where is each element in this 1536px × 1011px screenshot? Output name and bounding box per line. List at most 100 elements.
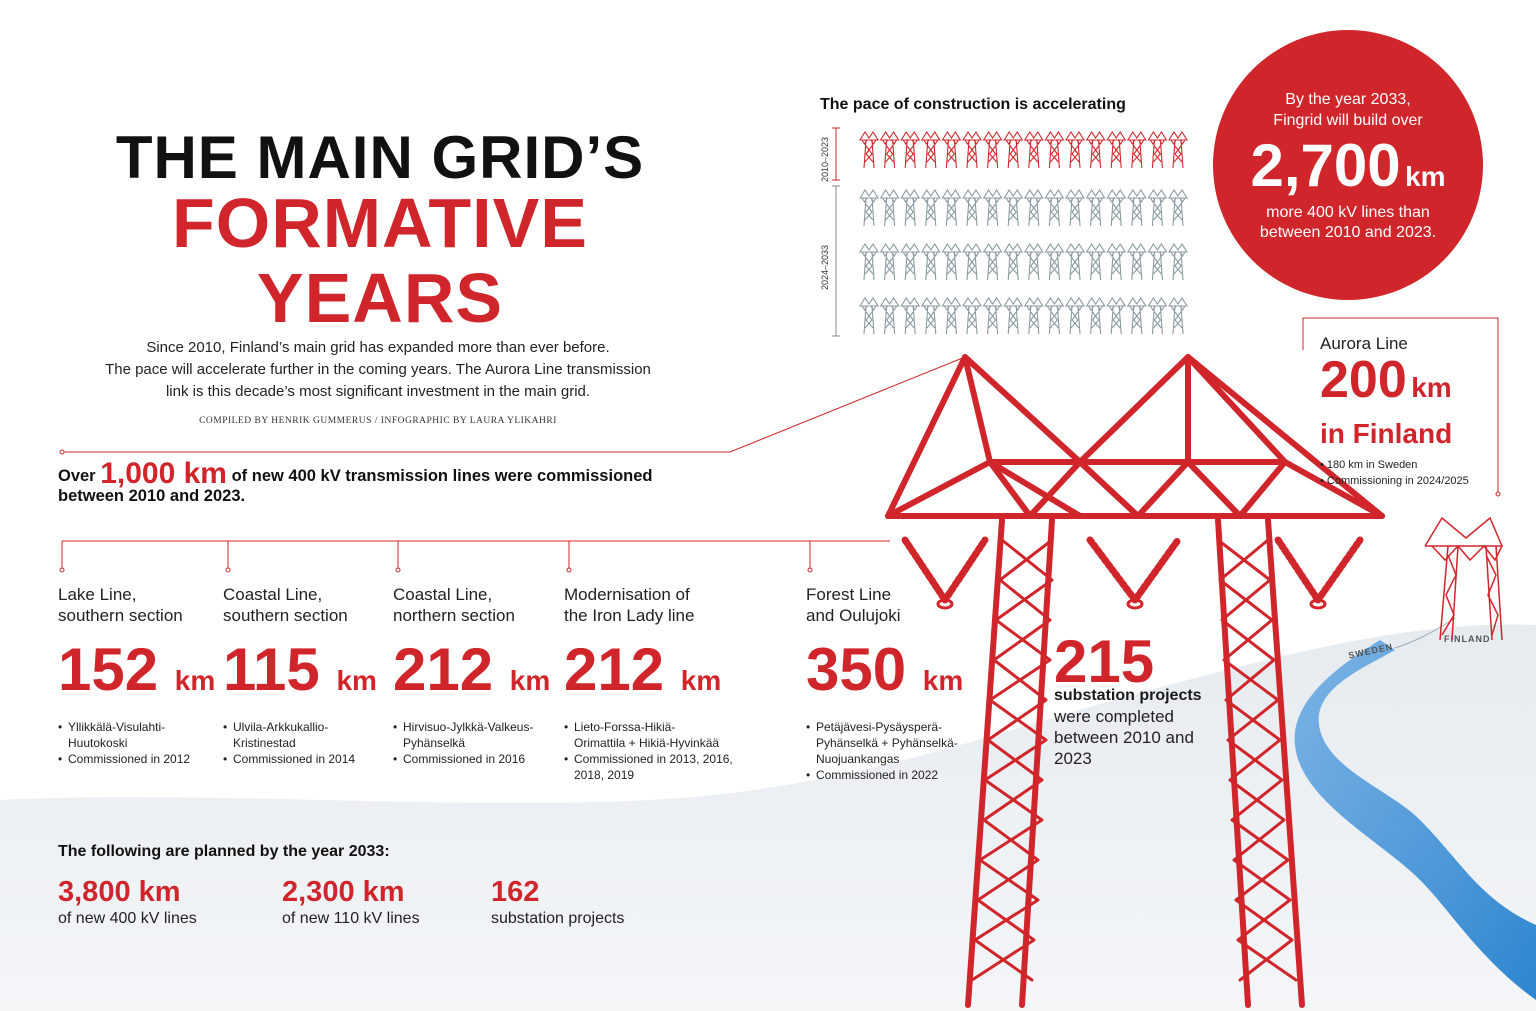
tower-pictogram [982,296,1003,335]
title-line-2: FORMATIVE [171,184,588,262]
transmission-tower-small [1424,516,1504,641]
tower-pictogram [1147,130,1168,169]
aurora-where: in Finland [1320,418,1453,449]
project-detail: Commissioned in 2016 [393,751,563,767]
tower-pictogram [879,130,900,169]
tower-pictogram [859,130,879,169]
tower-pictogram [1126,130,1147,169]
tower-pictogram [1147,188,1168,227]
planned-desc: substation projects [491,910,625,927]
project-detail: Lieto-Forssa-Hikiä-Orimattila + Hikiä-Hy… [564,719,744,751]
planned-desc: of new 400 kV lines [58,910,197,927]
circle-value: 2,700 km [1212,134,1484,214]
substations-desc-line: between 2010 and [1054,728,1194,747]
planned-item: 3,800 km of new 400 kV lines [58,874,197,928]
planned-value: 2,300 km [282,876,405,908]
tower-pictogram [1126,296,1147,335]
aurora-bullets: • 180 km in Sweden • Commissioning in 20… [1320,457,1469,489]
river [1294,640,1536,1000]
tower-pictogram [962,188,982,227]
tower-pictogram [900,130,921,169]
project-name: Forest Line and Oulujoki [806,585,901,625]
project-detail: Yllikkälä-Visulahti-Huutokoski [58,719,228,751]
tower-pictogram [920,130,941,169]
project-coastal-north: Coastal Line,northern section 212 km Hir… [393,584,563,767]
tower-pictogram [962,296,982,335]
tower-pictogram [900,242,921,281]
circle-line-4: between 2010 and 2023. [1259,224,1437,241]
project-detail: Hirvisuo-Jylkkä-Valkeus-Pyhänselkä [393,719,563,751]
tower-pictogram [1044,296,1065,335]
period-label-2010-2023: 2010–2023 [820,136,830,182]
tower-pictogram [1085,130,1106,169]
tower-pictogram [962,242,982,281]
tower-pictogram [1044,242,1065,281]
project-name: Coastal Line, southern section [223,585,348,625]
substations-label: substation projects [1054,687,1202,704]
tower-pictogram [879,242,900,281]
connector-lines [59,317,1501,573]
pace-tower-icons [859,130,1188,335]
tower-pictogram [1085,188,1106,227]
substations-desc-line: were completed [1054,707,1175,726]
tower-pictogram [941,130,962,169]
aurora-value-unit: km [1411,372,1452,403]
substations-block: 215 substation projects were completed b… [1054,628,1202,769]
over-line-2: between 2010 and 2023. [58,487,246,505]
tower-pictogram [859,242,879,281]
project-details: Ulvila-Arkkukallio-Kristinestad Commissi… [223,719,393,767]
project-length: 152 km [58,636,216,703]
aurora-bullet-text: 180 km in Sweden [1326,459,1418,471]
project-name: Coastal Line, northern section [393,585,515,625]
pace-title: The pace of construction is accelerating [820,96,1126,113]
tower-pictogram [1168,296,1188,335]
substations-desc-line: 2023 [1054,749,1092,768]
intro-line: link is this decade’s most significant i… [165,383,591,400]
planned-desc: of new 110 kV lines [282,910,420,927]
intro-text: Since 2010, Finland’s main grid has expa… [100,337,656,403]
project-detail: Commissioned in 2014 [223,751,393,767]
transmission-tower-large [885,354,1385,1008]
tower-pictogram [1147,296,1168,335]
over-post: of new 400 kV transmission lines were co… [231,467,653,485]
tower-pictogram [1168,188,1188,227]
tower-pictogram [1003,188,1024,227]
circle-value-unit: km [1405,161,1446,192]
tower-pictogram [982,130,1003,169]
tower-pictogram [1065,130,1085,169]
aurora-name: Aurora Line [1320,334,1408,353]
tower-pictogram [879,188,900,227]
tower-pictogram [1106,242,1127,281]
tower-pictogram [1147,242,1168,281]
project-details: Petäjävesi-Pysäysperä-Pyhänselkä + Pyhän… [806,719,966,783]
project-name: Lake Line, southern section [58,585,183,625]
title-line-1: THE MAIN GRID’S [115,124,645,191]
tower-pictogram [1168,242,1188,281]
period-label-2024-2033: 2024–2033 [820,244,830,290]
tower-pictogram [1065,188,1085,227]
planned-value: 162 [491,876,540,908]
aurora-block: Aurora Line 200 km in Finland • 180 km i… [1320,334,1469,489]
tower-pictogram [920,188,941,227]
tower-pictogram [1003,296,1024,335]
tower-pictogram [1126,242,1147,281]
tower-pictogram [1085,296,1106,335]
aurora-bullet: • Commissioning in 2024/2025 [1320,475,1469,487]
tower-pictogram [1003,242,1024,281]
tower-pictogram [1023,242,1044,281]
project-details: Hirvisuo-Jylkkä-Valkeus-Pyhänselkä Commi… [393,719,563,767]
tower-pictogram [1023,188,1044,227]
project-detail: Commissioned in 2022 [806,767,966,783]
tower-pictogram [920,242,941,281]
highlight-circle [1213,30,1483,300]
aurora-bullet: • 180 km in Sweden [1320,459,1418,471]
tower-pictogram [1065,296,1085,335]
planned-title: The following are planned by the year 20… [58,843,390,860]
pace-timeline [832,127,840,337]
tower-pictogram [982,242,1003,281]
substations-value: 215 [1054,628,1155,695]
circle-intro: By the year 2033, Fingrid will build ove… [1212,89,1484,131]
tower-pictogram [941,242,962,281]
title-line-3: YEARS [256,259,504,337]
